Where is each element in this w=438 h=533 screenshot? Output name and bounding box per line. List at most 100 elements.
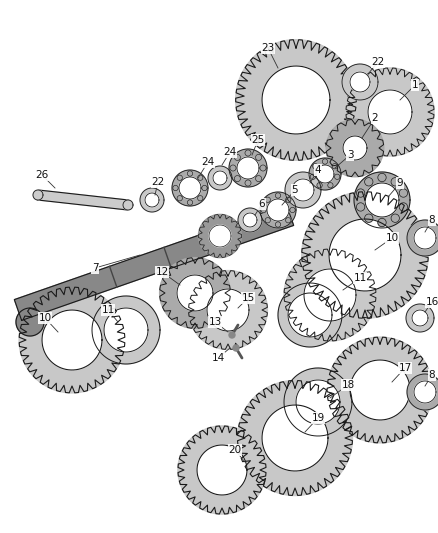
- Circle shape: [172, 170, 208, 206]
- Circle shape: [327, 337, 433, 443]
- Circle shape: [290, 207, 295, 213]
- Circle shape: [354, 172, 410, 228]
- Circle shape: [267, 199, 289, 221]
- Text: 3: 3: [347, 150, 353, 160]
- Text: 5: 5: [292, 185, 298, 195]
- Text: 8: 8: [429, 215, 435, 225]
- Text: 16: 16: [425, 297, 438, 307]
- Circle shape: [342, 64, 378, 100]
- Circle shape: [278, 283, 342, 347]
- Circle shape: [310, 174, 315, 180]
- Circle shape: [245, 180, 251, 186]
- Circle shape: [42, 310, 102, 370]
- Text: 26: 26: [35, 170, 49, 180]
- Circle shape: [346, 68, 434, 156]
- Text: 17: 17: [399, 363, 412, 373]
- Circle shape: [198, 175, 203, 180]
- Circle shape: [322, 159, 328, 164]
- Circle shape: [368, 90, 412, 134]
- Circle shape: [187, 171, 193, 176]
- Circle shape: [399, 189, 408, 197]
- Polygon shape: [37, 190, 128, 210]
- Polygon shape: [14, 205, 293, 320]
- Circle shape: [209, 225, 231, 247]
- Text: 19: 19: [311, 413, 325, 423]
- Circle shape: [262, 405, 328, 471]
- Text: 12: 12: [155, 267, 169, 277]
- Circle shape: [33, 190, 43, 200]
- Circle shape: [197, 445, 247, 495]
- Circle shape: [123, 200, 133, 210]
- Text: 22: 22: [371, 57, 385, 67]
- Circle shape: [407, 220, 438, 256]
- Circle shape: [229, 149, 267, 187]
- Circle shape: [198, 196, 203, 201]
- Circle shape: [304, 269, 356, 321]
- Circle shape: [414, 227, 436, 249]
- Text: 2: 2: [372, 113, 378, 123]
- Circle shape: [238, 208, 262, 232]
- Circle shape: [284, 249, 376, 341]
- Circle shape: [213, 171, 227, 185]
- Circle shape: [286, 197, 291, 203]
- Circle shape: [350, 72, 370, 92]
- Circle shape: [364, 214, 373, 222]
- Circle shape: [313, 164, 318, 169]
- Circle shape: [391, 177, 399, 186]
- Circle shape: [407, 374, 438, 410]
- Circle shape: [391, 214, 399, 222]
- Text: 9: 9: [397, 178, 403, 188]
- Circle shape: [145, 193, 159, 207]
- Circle shape: [317, 183, 322, 188]
- Circle shape: [189, 271, 268, 350]
- Circle shape: [208, 166, 232, 190]
- Text: 14: 14: [212, 353, 225, 363]
- Circle shape: [234, 155, 240, 160]
- Circle shape: [364, 177, 373, 186]
- Circle shape: [140, 188, 164, 212]
- Circle shape: [286, 217, 291, 223]
- Text: 18: 18: [341, 380, 355, 390]
- Circle shape: [237, 381, 353, 496]
- Text: 11: 11: [101, 305, 115, 315]
- Circle shape: [399, 203, 408, 211]
- Circle shape: [329, 219, 401, 291]
- Circle shape: [179, 177, 201, 199]
- Circle shape: [288, 293, 332, 337]
- Circle shape: [309, 158, 341, 190]
- Text: 25: 25: [251, 135, 265, 145]
- Circle shape: [296, 380, 340, 424]
- Text: 7: 7: [92, 263, 98, 273]
- Circle shape: [326, 119, 384, 177]
- Circle shape: [260, 165, 266, 171]
- Circle shape: [328, 183, 333, 188]
- Circle shape: [159, 257, 230, 328]
- Text: 24: 24: [201, 157, 215, 167]
- Circle shape: [357, 203, 365, 211]
- Circle shape: [245, 150, 251, 156]
- Circle shape: [255, 155, 261, 160]
- Text: 6: 6: [259, 199, 265, 209]
- Circle shape: [16, 308, 44, 336]
- Circle shape: [302, 192, 428, 318]
- Circle shape: [412, 310, 428, 326]
- Circle shape: [234, 175, 240, 182]
- Circle shape: [292, 179, 314, 201]
- Circle shape: [265, 197, 270, 203]
- Circle shape: [378, 173, 386, 182]
- Circle shape: [19, 287, 125, 393]
- Circle shape: [285, 172, 321, 208]
- Circle shape: [237, 157, 259, 179]
- Circle shape: [177, 275, 213, 311]
- Circle shape: [350, 360, 410, 420]
- Circle shape: [187, 200, 193, 205]
- Circle shape: [335, 174, 340, 180]
- Circle shape: [104, 308, 148, 352]
- Text: 4: 4: [314, 165, 321, 175]
- Circle shape: [378, 219, 386, 227]
- Circle shape: [236, 39, 357, 160]
- Circle shape: [207, 289, 249, 331]
- Text: 23: 23: [261, 43, 275, 53]
- Circle shape: [365, 183, 399, 217]
- Circle shape: [92, 296, 160, 364]
